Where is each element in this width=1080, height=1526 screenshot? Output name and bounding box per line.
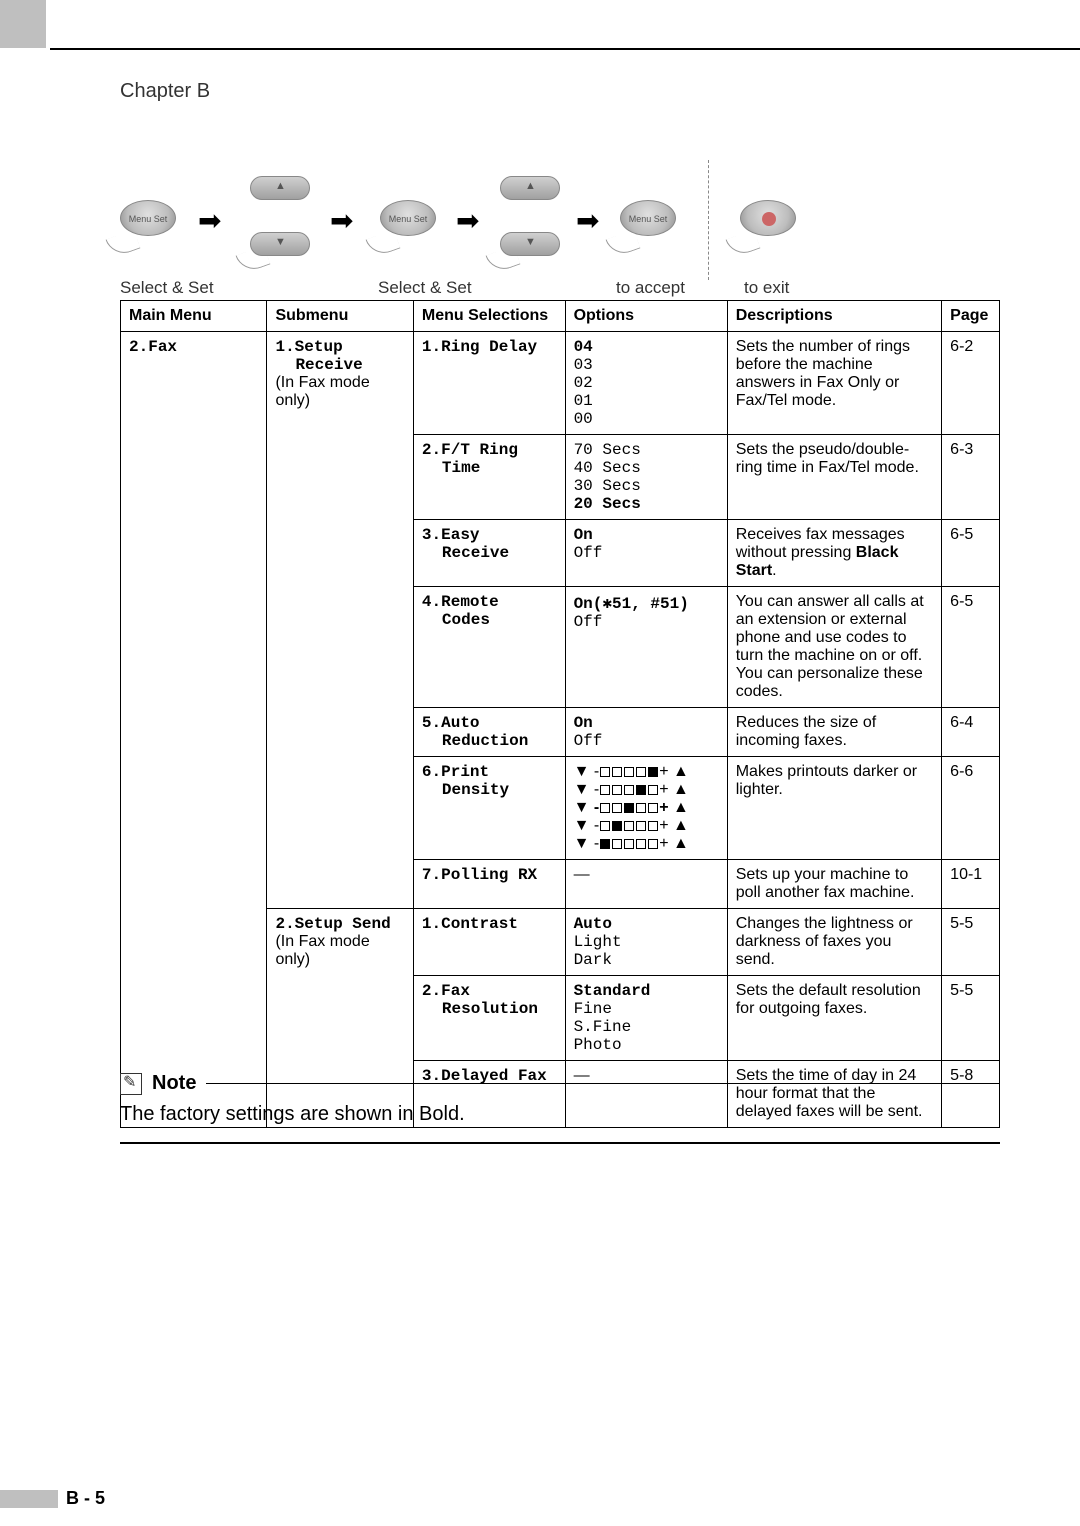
up-key-icon — [250, 176, 310, 200]
cell-selection: 2.Fax Resolution — [413, 976, 565, 1061]
cell-options: Standard Fine S.Fine Photo — [565, 976, 727, 1061]
cell-options: ▼ -+ ▲ ▼ -+ ▲ ▼ -+ ▲ ▼ -+ ▲ ▼ -+ ▲ — [565, 757, 727, 860]
footer-tab — [0, 1490, 58, 1508]
nav-label-exit: to exit — [744, 278, 789, 298]
finger-icon — [485, 245, 520, 274]
note-icon — [120, 1073, 142, 1095]
cell-desc: Receives fax messages without pressing B… — [727, 520, 941, 587]
cell-desc: Sets the number of rings before the mach… — [727, 332, 941, 435]
th-opt: Options — [565, 301, 727, 332]
nav-label-selectset: Select & Set — [378, 278, 472, 298]
cell-options: Auto Light Dark — [565, 909, 727, 976]
menu-table: Main Menu Submenu Menu Selections Option… — [120, 300, 1000, 1128]
cell-desc: You can answer all calls at an extension… — [727, 587, 941, 708]
finger-icon — [105, 229, 140, 258]
finger-icon — [725, 229, 760, 258]
cell-page: 5-5 — [942, 976, 1000, 1061]
cell-page: 6-4 — [942, 708, 1000, 757]
cell-selection: 4.Remote Codes — [413, 587, 565, 708]
up-key-icon — [500, 176, 560, 200]
page: Chapter B Menu Set Select & Set ➡ ➡ Menu… — [0, 0, 1080, 1526]
table-row: 2.Fax 1.Setup Receive (In Fax mode only)… — [121, 332, 1000, 435]
cell-options: On Off — [565, 520, 727, 587]
th-sel: Menu Selections — [413, 301, 565, 332]
cell-desc: Sets the default resolution for outgoing… — [727, 976, 941, 1061]
cell-selection: 6.Print Density — [413, 757, 565, 860]
note-rule — [206, 1083, 1000, 1085]
cell-page: 6-5 — [942, 587, 1000, 708]
finger-icon — [235, 245, 270, 274]
cell-selection: 2.F/T Ring Time — [413, 435, 565, 520]
th-sub: Submenu — [267, 301, 413, 332]
cell-desc: Changes the lightness or darkness of fax… — [727, 909, 941, 976]
note-title: Note — [152, 1072, 196, 1095]
page-number: B - 5 — [66, 1488, 105, 1509]
arrow-right-icon: ➡ — [456, 204, 479, 237]
divider-dashed — [708, 160, 709, 280]
finger-icon — [365, 229, 400, 258]
cell-desc: Reduces the size of incoming faxes. — [727, 708, 941, 757]
nav-label-selectset: Select & Set — [120, 278, 214, 298]
cell-mainmenu: 2.Fax — [121, 332, 267, 1128]
table-header-row: Main Menu Submenu Menu Selections Option… — [121, 301, 1000, 332]
cell-options: On(✱51, #51) Off — [565, 587, 727, 708]
cell-options: 04 03 02 01 00 — [565, 332, 727, 435]
cell-desc: Makes printouts darker or lighter. — [727, 757, 941, 860]
cell-page: 6-6 — [942, 757, 1000, 860]
cell-page: 6-3 — [942, 435, 1000, 520]
nav-label-accept: to accept — [616, 278, 685, 298]
cell-desc: Sets up your machine to poll another fax… — [727, 860, 941, 909]
cell-selection: 3.Easy Receive — [413, 520, 565, 587]
cell-page: 6-2 — [942, 332, 1000, 435]
cell-page: 6-5 — [942, 520, 1000, 587]
cell-selection: 1.Ring Delay — [413, 332, 565, 435]
top-rule — [50, 48, 1080, 50]
arrow-right-icon: ➡ — [330, 204, 353, 237]
note-bottom-rule — [120, 1142, 1000, 1144]
cell-options: — — [565, 860, 727, 909]
arrow-right-icon: ➡ — [198, 204, 221, 237]
cell-selection: 5.Auto Reduction — [413, 708, 565, 757]
cell-page: 5-5 — [942, 909, 1000, 976]
th-main: Main Menu — [121, 301, 267, 332]
finger-icon — [605, 229, 640, 258]
arrow-right-icon: ➡ — [576, 204, 599, 237]
note-block: Note The factory settings are shown in B… — [120, 1072, 1000, 1144]
nav-diagram: Menu Set Select & Set ➡ ➡ Menu Set Selec… — [120, 170, 1000, 290]
th-page: Page — [942, 301, 1000, 332]
margin-tab — [0, 0, 46, 48]
cell-selection: 7.Polling RX — [413, 860, 565, 909]
cell-options: On Off — [565, 708, 727, 757]
cell-page: 10-1 — [942, 860, 1000, 909]
cell-options: 70 Secs 40 Secs 30 Secs 20 Secs — [565, 435, 727, 520]
note-text: The factory settings are shown in Bold. — [120, 1103, 1000, 1126]
chapter-label: Chapter B — [120, 80, 210, 103]
th-desc: Descriptions — [727, 301, 941, 332]
cell-desc: Sets the pseudo/double-ring time in Fax/… — [727, 435, 941, 520]
cell-selection: 1.Contrast — [413, 909, 565, 976]
cell-submenu: 1.Setup Receive (In Fax mode only) — [267, 332, 413, 909]
